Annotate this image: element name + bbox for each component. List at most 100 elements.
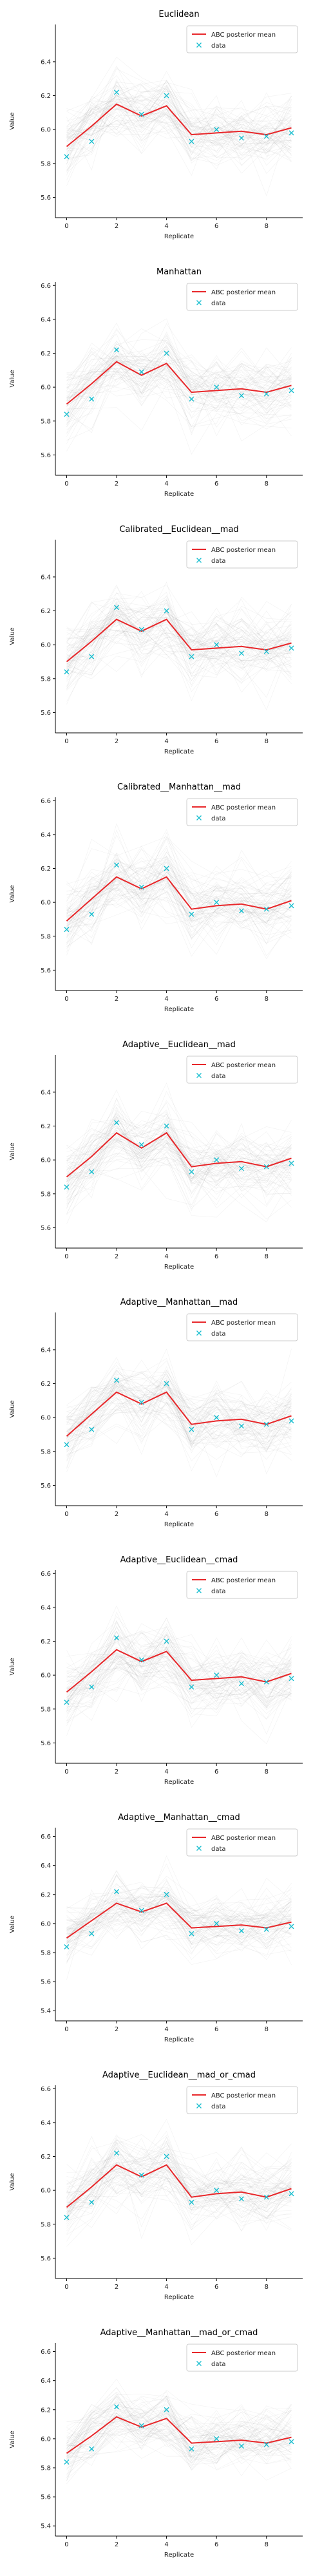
posterior-sample-line bbox=[66, 2409, 292, 2449]
x-tick-label: 0 bbox=[64, 1253, 68, 1260]
legend-entry-posterior-mean: ABC posterior mean bbox=[211, 1835, 276, 1842]
posterior-sample-line bbox=[66, 1135, 292, 1198]
y-tick-label: 6.6 bbox=[41, 1571, 51, 1578]
posterior-sample-line bbox=[66, 85, 292, 162]
data-point bbox=[214, 1920, 220, 1926]
data-point bbox=[164, 350, 169, 356]
posterior-sample-line bbox=[66, 1366, 292, 1472]
posterior-sample-line bbox=[66, 1127, 292, 1192]
posterior-sample-line bbox=[66, 1113, 292, 1184]
posterior-sample-line bbox=[66, 858, 292, 943]
legend: ABC posterior mean data bbox=[186, 540, 298, 569]
posterior-sample-line bbox=[66, 1899, 292, 1949]
legend-box bbox=[186, 283, 298, 311]
y-tick-label: 6.2 bbox=[41, 1638, 51, 1645]
posterior-sample-line bbox=[66, 2414, 292, 2464]
posterior-sample-line bbox=[66, 341, 292, 404]
posterior-sample-line bbox=[66, 1383, 292, 1432]
posterior-sample-line bbox=[66, 2155, 292, 2207]
posterior-sample-line bbox=[66, 343, 292, 404]
posterior-sample-line bbox=[66, 335, 292, 425]
data-point bbox=[164, 1891, 169, 1897]
posterior-sample-line bbox=[66, 95, 292, 138]
posterior-sample-line bbox=[66, 2146, 292, 2201]
x-tick-label: 2 bbox=[115, 2026, 118, 2033]
legend-entry-data: data bbox=[211, 815, 226, 822]
data-point bbox=[289, 130, 294, 136]
posterior-sample-line bbox=[66, 2410, 292, 2451]
posterior-sample-line bbox=[66, 2172, 292, 2230]
posterior-sample-line bbox=[66, 1611, 292, 1699]
data-point bbox=[164, 2154, 169, 2159]
posterior-sample-line bbox=[66, 2152, 292, 2221]
posterior-sample-line bbox=[66, 1126, 292, 1185]
posterior-sample-line bbox=[66, 2391, 292, 2458]
posterior-sample-line bbox=[66, 1130, 292, 1181]
posterior-sample-line bbox=[66, 1656, 292, 1699]
y-tick-label: 6.6 bbox=[41, 283, 51, 290]
data-point bbox=[263, 1679, 269, 1685]
posterior-sample-line bbox=[66, 1887, 292, 1926]
posterior-sample-line bbox=[66, 1634, 292, 1684]
posterior-sample-line bbox=[66, 1634, 292, 1707]
posterior-sample-line bbox=[66, 328, 292, 406]
posterior-sample-line bbox=[66, 1907, 292, 1943]
y-tick-label: 6.6 bbox=[41, 798, 51, 805]
posterior-sample-line bbox=[66, 109, 292, 166]
posterior-sample-line bbox=[66, 93, 292, 166]
posterior-sample-line bbox=[66, 1113, 292, 1209]
data-point bbox=[214, 1672, 220, 1678]
posterior-sample-line bbox=[66, 1126, 292, 1179]
data-point bbox=[89, 911, 95, 917]
posterior-sample-line bbox=[66, 1879, 292, 1942]
y-axis-label: Value bbox=[9, 2430, 16, 2448]
posterior-sample-line bbox=[66, 637, 292, 681]
data-point bbox=[89, 1684, 95, 1690]
data-point bbox=[263, 2441, 269, 2447]
posterior-sample-line bbox=[66, 609, 292, 671]
posterior-sample-line bbox=[66, 1368, 292, 1439]
posterior-sample-line bbox=[66, 881, 292, 960]
posterior-sample-line bbox=[66, 97, 292, 162]
legend-entry-posterior-mean: ABC posterior mean bbox=[211, 804, 276, 811]
x-tick-label: 6 bbox=[214, 738, 218, 745]
x-tick-label: 4 bbox=[164, 738, 168, 745]
posterior-sample-line bbox=[66, 629, 292, 667]
x-tick-label: 2 bbox=[115, 1768, 118, 1776]
posterior-sample-line bbox=[66, 1908, 292, 1949]
posterior-sample-line bbox=[66, 1102, 292, 1185]
x-tick-label: 4 bbox=[164, 996, 168, 1003]
posterior-sample-line bbox=[66, 1651, 292, 1712]
y-tick-label: 5.4 bbox=[41, 2523, 51, 2530]
posterior-sample-line bbox=[66, 2134, 292, 2199]
data-point bbox=[114, 2404, 120, 2410]
posterior-sample-line bbox=[66, 1114, 292, 1187]
posterior-sample-line bbox=[66, 1888, 292, 1980]
posterior-sample-line bbox=[66, 2147, 292, 2219]
y-tick-label: 5.6 bbox=[41, 2255, 51, 2262]
posterior-sample-line bbox=[66, 1631, 292, 1692]
posterior-sample-line bbox=[66, 1884, 292, 1940]
posterior-sample-line bbox=[66, 603, 292, 663]
posterior-sample-line bbox=[66, 1135, 292, 1214]
posterior-sample-line bbox=[66, 1392, 292, 1444]
posterior-sample-line bbox=[66, 1379, 292, 1452]
data-point bbox=[114, 2150, 120, 2156]
posterior-sample-line bbox=[66, 886, 292, 935]
posterior-sample-line bbox=[66, 2425, 292, 2481]
posterior-sample-line bbox=[66, 2409, 292, 2465]
data-point bbox=[189, 2199, 194, 2205]
posterior-sample-line bbox=[66, 1631, 292, 1714]
posterior-sample-line bbox=[66, 354, 292, 413]
y-axis-label: Value bbox=[9, 1142, 16, 1160]
posterior-sample-line bbox=[66, 105, 292, 155]
posterior-sample-line bbox=[66, 874, 292, 923]
posterior-sample-line bbox=[66, 1379, 292, 1456]
posterior-sample-line bbox=[66, 97, 292, 173]
data-point bbox=[89, 2446, 95, 2452]
posterior-sample-line bbox=[66, 2389, 292, 2430]
posterior-sample-line bbox=[66, 2136, 292, 2219]
posterior-sample-line bbox=[66, 2119, 292, 2202]
posterior-sample-line bbox=[66, 1135, 292, 1195]
posterior-sample-line bbox=[66, 94, 292, 176]
